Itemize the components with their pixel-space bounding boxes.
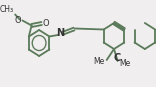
- Text: Me: Me: [119, 58, 131, 68]
- Text: C: C: [113, 53, 120, 63]
- Text: CH₃: CH₃: [0, 5, 14, 13]
- Text: Me: Me: [94, 58, 105, 66]
- Text: O: O: [43, 19, 49, 28]
- Text: O: O: [15, 16, 22, 25]
- Text: N: N: [56, 29, 64, 39]
